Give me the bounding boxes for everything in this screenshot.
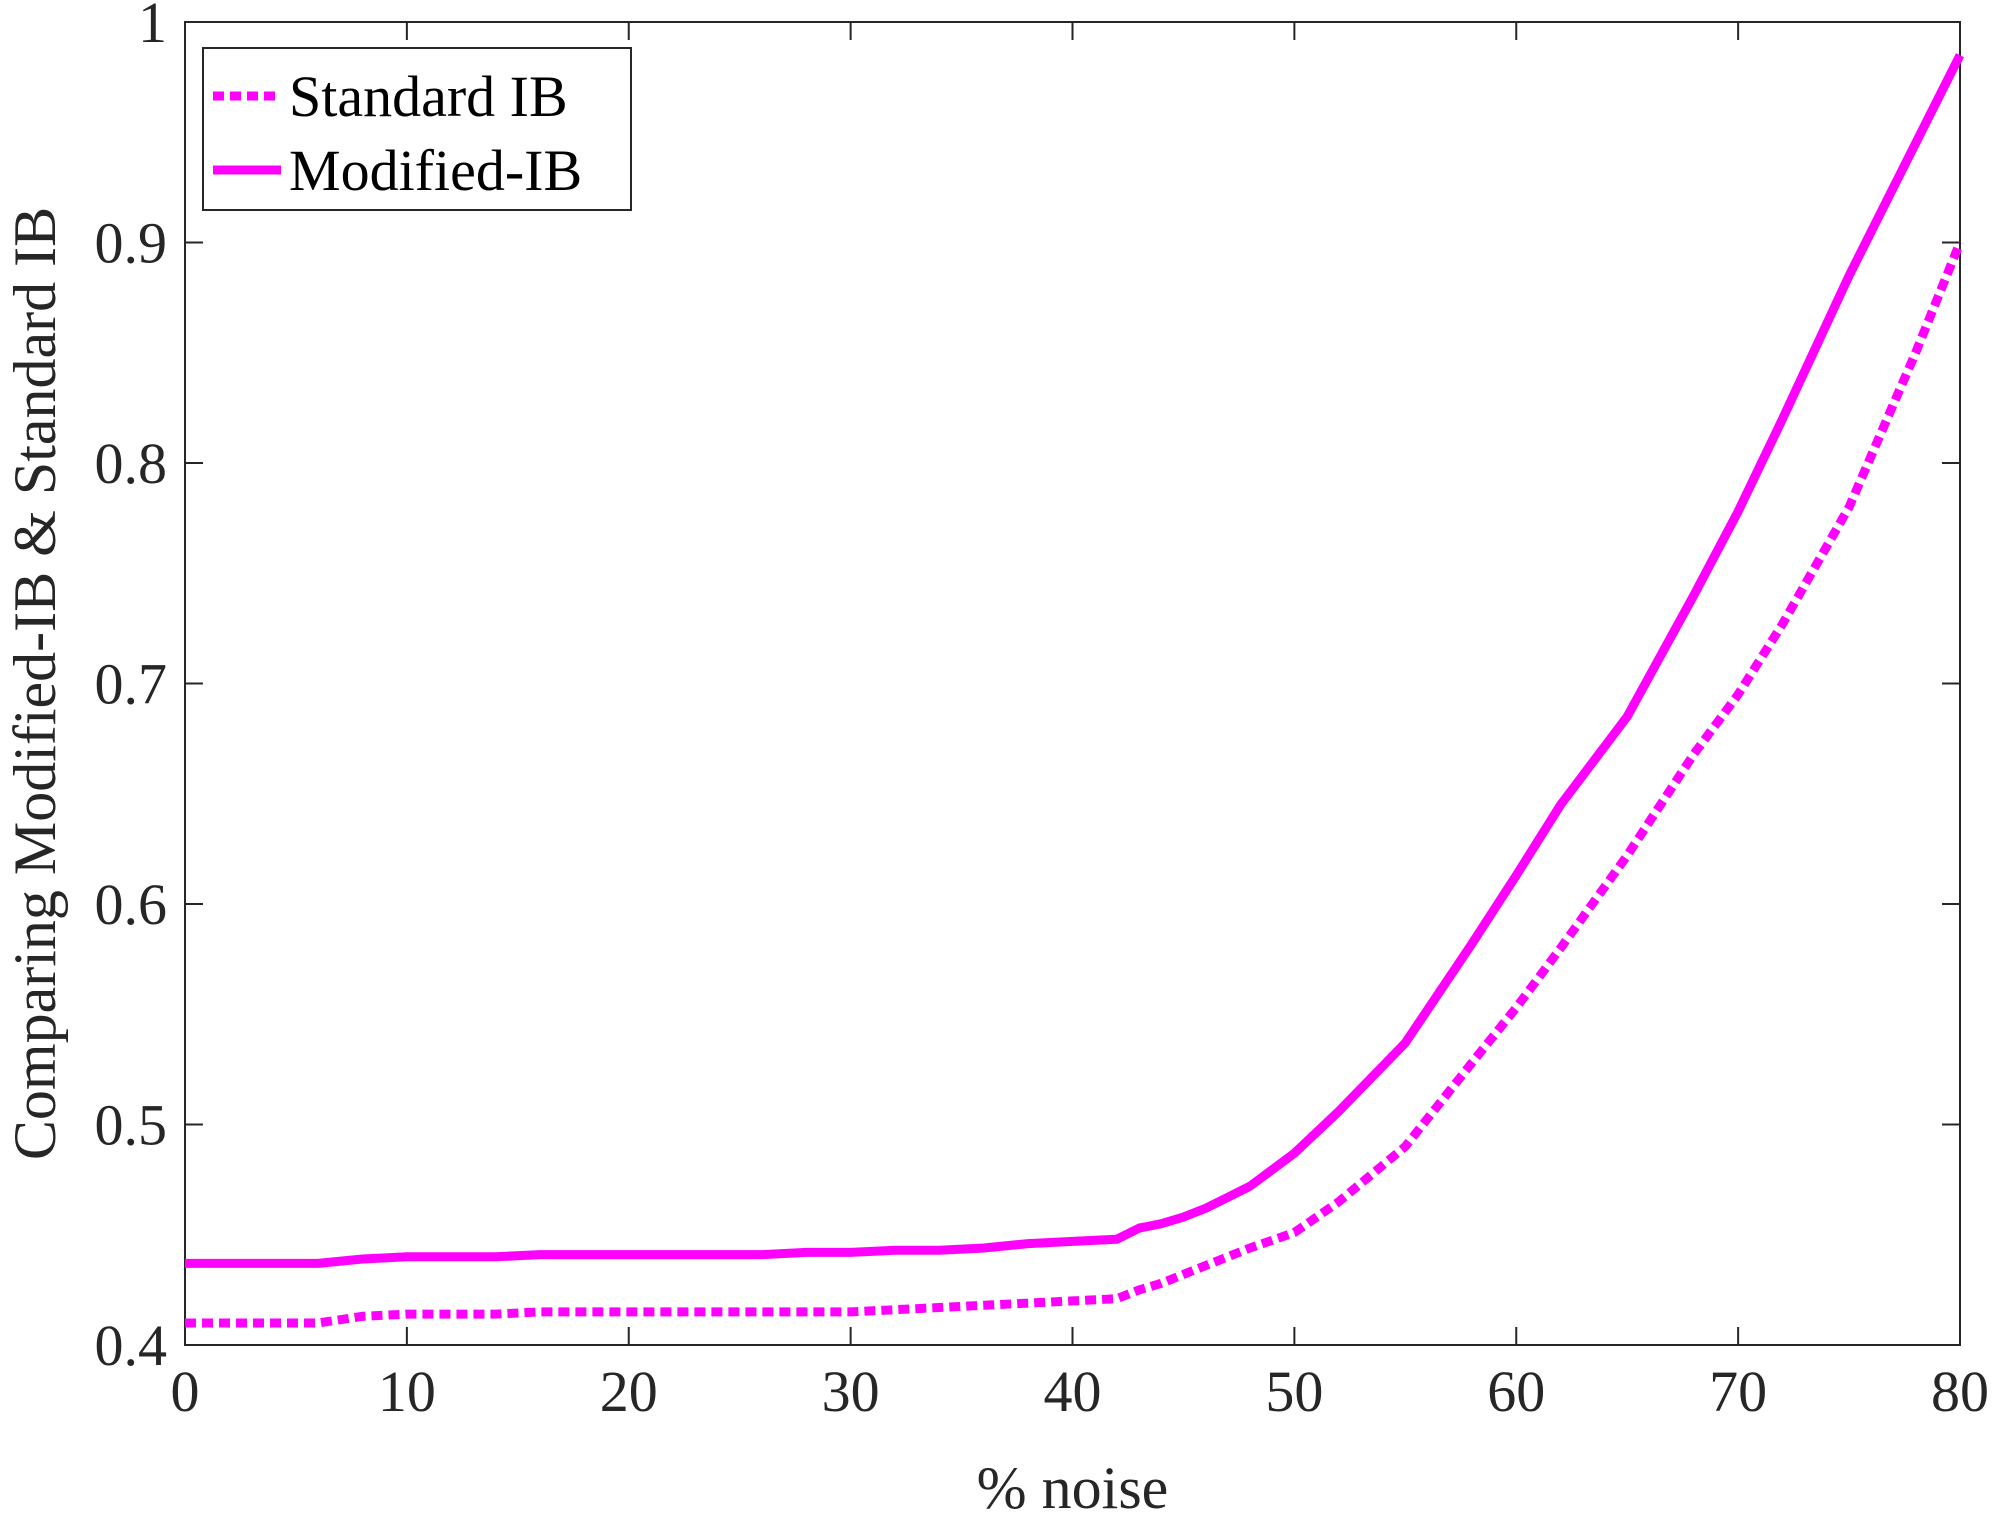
legend-label-standard-ib: Standard IB [289,64,568,129]
plot-frame [184,21,1961,1346]
y-tick-label: 0.4 [95,1313,168,1378]
x-tick-label: 50 [1265,1359,1323,1424]
legend-box [202,47,632,211]
legend-label-modified-ib: Modified-IB [289,138,582,203]
x-tick-label: 70 [1709,1359,1767,1424]
x-tick-label: 20 [600,1359,658,1424]
x-tick-label: 40 [1044,1359,1102,1424]
x-tick-label: 60 [1487,1359,1545,1424]
legend: Standard IB Modified-IB [202,47,632,211]
y-tick-label: 0.7 [95,652,168,717]
series-line-modified-ib [185,53,1965,1268]
y-tick-label: 0.6 [95,872,168,937]
x-axis: 0 10 20 30 40 50 60 70 80 [171,22,1989,1424]
x-axis-label: % noise [977,1455,1169,1519]
y-tick-label: 0.9 [95,211,168,276]
x-tick-label: 0 [171,1359,200,1424]
y-tick-label: 0.8 [95,431,168,496]
series-line-standard-ib [185,240,1965,1328]
y-axis: 0.4 0.5 0.6 0.7 0.8 0.9 1 [95,0,1960,1378]
y-axis-label: Comparing Modified-IB & Standard IB [2,207,68,1160]
x-tick-label: 80 [1931,1359,1989,1424]
x-tick-label: 30 [822,1359,880,1424]
y-tick-label: 1 [138,0,167,55]
plot-area-border [184,21,1961,1346]
series-layer [185,53,1965,1328]
x-tick-label: 10 [378,1359,436,1424]
y-tick-label: 0.5 [95,1093,168,1158]
